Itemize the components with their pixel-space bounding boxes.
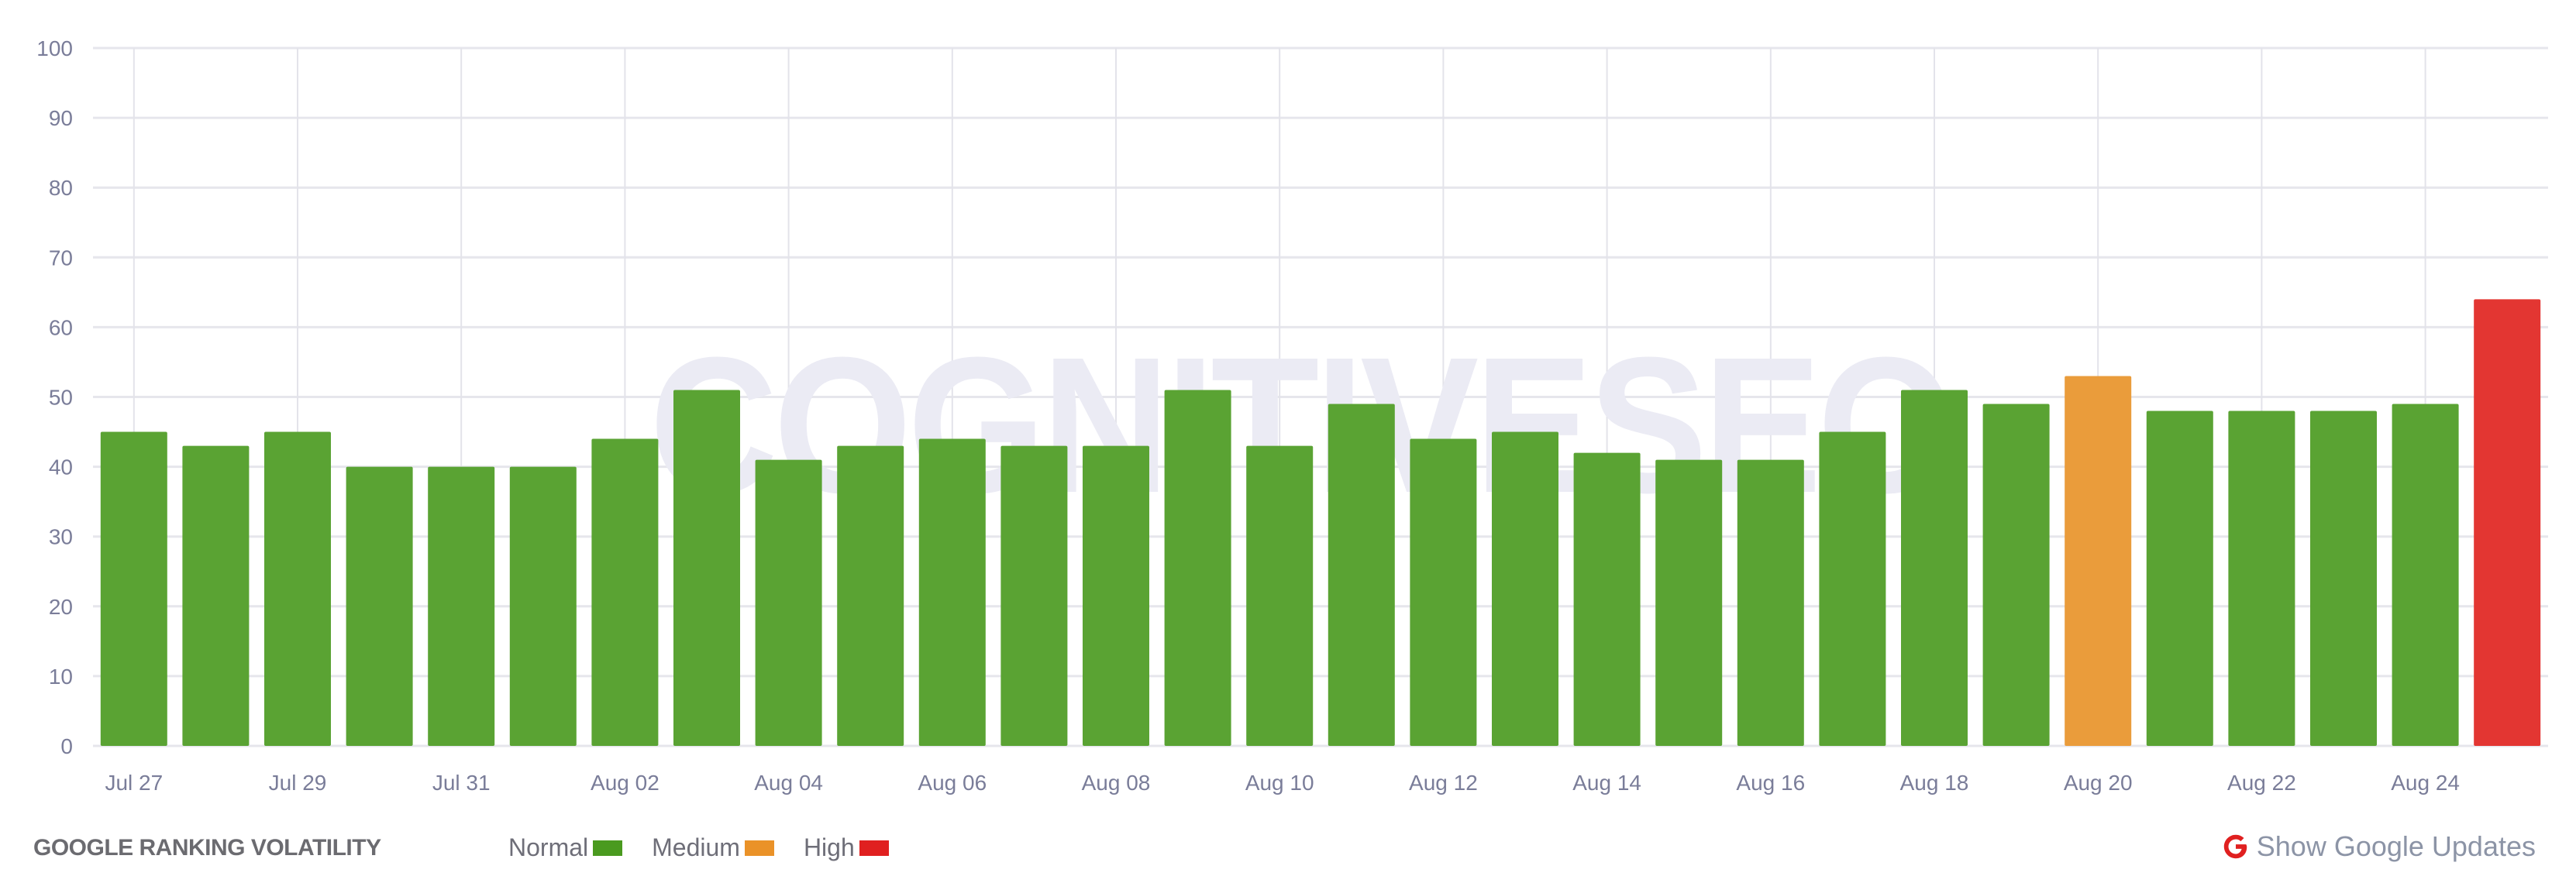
y-tick-label: 50 xyxy=(49,386,73,410)
x-tick-label: Aug 08 xyxy=(1082,771,1151,795)
bar-jul-28[interactable] xyxy=(182,445,250,746)
bar-aug-01[interactable] xyxy=(509,466,577,746)
bar-jul-31[interactable] xyxy=(428,466,495,746)
bar-aug-06[interactable] xyxy=(918,438,986,746)
bar-aug-10[interactable] xyxy=(1246,445,1314,746)
x-tick-label: Aug 10 xyxy=(1245,771,1314,795)
bar-aug-11[interactable] xyxy=(1328,404,1395,746)
y-tick-label: 30 xyxy=(49,525,73,549)
bar-aug-02[interactable] xyxy=(591,438,659,746)
bar-aug-17[interactable] xyxy=(1819,431,1886,746)
bar-aug-07[interactable] xyxy=(1000,445,1068,746)
bar-aug-08[interactable] xyxy=(1083,445,1149,746)
x-tick-label: Aug 24 xyxy=(2391,771,2460,795)
bar-aug-13[interactable] xyxy=(1492,431,1558,746)
bar-aug-23[interactable] xyxy=(2310,411,2377,746)
x-tick-label: Aug 02 xyxy=(591,771,659,795)
x-tick-label: Jul 31 xyxy=(432,771,491,795)
legend-swatch-high xyxy=(859,840,889,856)
x-tick-label: Aug 16 xyxy=(1736,771,1805,795)
y-tick-label: 60 xyxy=(49,315,73,339)
y-tick-label: 40 xyxy=(49,455,73,479)
show-google-updates-button[interactable]: Show Google Updates xyxy=(2221,830,2536,863)
bar-aug-21[interactable] xyxy=(2146,411,2213,746)
bar-aug-05[interactable] xyxy=(837,445,904,746)
y-tick-label: 100 xyxy=(36,36,73,60)
bar-aug-04[interactable] xyxy=(755,459,822,746)
bar-aug-20[interactable] xyxy=(2065,376,2132,746)
legend-label: High xyxy=(803,833,855,861)
x-tick-label: Jul 29 xyxy=(269,771,327,795)
x-tick-label: Aug 20 xyxy=(2064,771,2133,795)
bar-aug-03[interactable] xyxy=(673,390,740,746)
legend-item-medium: Medium xyxy=(652,833,774,862)
google-g-icon xyxy=(2223,834,2247,859)
x-tick-label: Aug 18 xyxy=(1900,771,1969,795)
bar-aug-22[interactable] xyxy=(2228,411,2295,746)
legend-item-high: High xyxy=(804,833,889,862)
legend-swatch-medium xyxy=(744,840,774,856)
legend: Normal Medium High xyxy=(508,833,918,862)
bar-aug-14[interactable] xyxy=(1573,452,1641,746)
y-tick-label: 0 xyxy=(60,734,73,758)
bar-jul-30[interactable] xyxy=(346,466,413,746)
bar-jul-27[interactable] xyxy=(100,431,167,746)
bar-aug-15[interactable] xyxy=(1655,459,1723,746)
x-tick-label: Aug 06 xyxy=(918,771,987,795)
bar-aug-12[interactable] xyxy=(1410,438,1477,746)
horizontal-gridlines xyxy=(93,46,2548,747)
bar-aug-19[interactable] xyxy=(1982,404,2050,746)
x-tick-label: Aug 14 xyxy=(1572,771,1641,795)
bar-aug-09[interactable] xyxy=(1164,390,1231,746)
y-tick-label: 70 xyxy=(49,246,73,270)
legend-label: Medium xyxy=(652,833,740,861)
x-tick-label: Aug 04 xyxy=(754,771,823,795)
bars xyxy=(100,299,2541,746)
x-tick-label: Jul 27 xyxy=(105,771,163,795)
y-axis: 0 10 20 30 40 50 60 70 80 90 100 xyxy=(36,36,73,758)
chart-footer: GOOGLE RANKING VOLATILITY Normal Medium … xyxy=(0,821,2576,875)
legend-swatch-normal xyxy=(593,840,623,856)
chart-title: GOOGLE RANKING VOLATILITY xyxy=(33,835,381,861)
bar-aug-16[interactable] xyxy=(1737,459,1804,746)
y-tick-label: 10 xyxy=(49,665,73,689)
x-axis: Jul 27 Jul 29 Jul 31 Aug 02 Aug 04 Aug 06 Aug … xyxy=(105,771,2460,795)
bar-aug-18[interactable] xyxy=(1901,390,1968,746)
bar-jul-29[interactable] xyxy=(264,431,331,746)
y-tick-label: 20 xyxy=(49,595,73,619)
legend-label: Normal xyxy=(508,833,589,861)
y-tick-label: 80 xyxy=(49,176,73,200)
x-tick-label: Aug 12 xyxy=(1409,771,1478,795)
x-tick-label: Aug 22 xyxy=(2227,771,2296,795)
legend-item-normal: Normal xyxy=(508,833,623,862)
bar-aug-25[interactable] xyxy=(2474,299,2541,746)
bar-aug-24[interactable] xyxy=(2392,404,2459,746)
show-google-updates-label: Show Google Updates xyxy=(2256,830,2536,862)
y-tick-label: 90 xyxy=(49,106,73,130)
